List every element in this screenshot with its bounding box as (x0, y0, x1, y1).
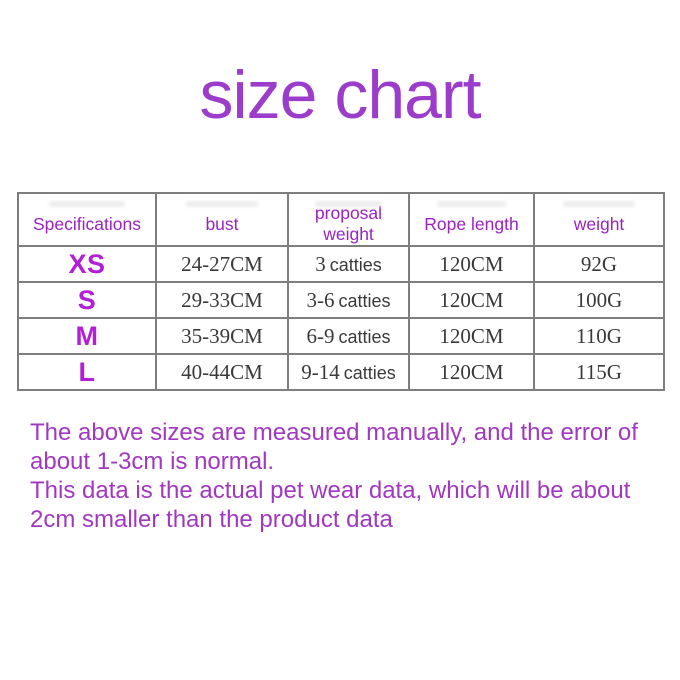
column-header-rope-length: Rope length (408, 192, 535, 247)
column-header-label: Specifications (33, 213, 141, 234)
column-header-bust: bust (155, 192, 289, 247)
proposal-weight-cell: 6-9 catties (287, 317, 410, 355)
size-label: L (78, 356, 96, 387)
weight-cell: 110G (533, 317, 665, 355)
size-cell: M (17, 317, 157, 355)
size-label: M (75, 320, 99, 351)
header-row: Specifications bust proposal weight Rope… (17, 192, 665, 247)
proposal-weight-cell: 3-6 catties (287, 281, 410, 319)
proposal-weight-unit: catties (329, 254, 382, 275)
erased-text-smudge (185, 201, 259, 207)
weight-cell: 100G (533, 281, 665, 319)
size-label: XS (68, 248, 106, 279)
column-header-label: proposal weight (314, 203, 383, 244)
table-row-m: M 35-39CM 6-9 catties 120CM 110G (17, 317, 665, 355)
column-header-proposal-weight: proposal weight (287, 192, 410, 247)
measurement-notes: The above sizes are measured manually, a… (30, 418, 660, 534)
note-line: about 1-3cm is normal. (30, 448, 275, 475)
proposal-weight-number: 6-9 (306, 323, 335, 348)
note-line: The above sizes are measured manually, a… (30, 419, 638, 446)
erased-text-smudge (563, 201, 635, 207)
rope-length-cell: 120CM (408, 317, 535, 355)
proposal-weight-unit: catties (338, 290, 391, 311)
size-cell: XS (17, 245, 157, 283)
column-header-label: weight (573, 213, 625, 234)
weight-cell: 115G (533, 353, 665, 391)
erased-text-smudge (437, 201, 506, 207)
size-chart-table: Specifications bust proposal weight Rope… (17, 192, 665, 391)
rope-length-cell: 120CM (408, 245, 535, 283)
erased-text-smudge (48, 201, 126, 207)
erased-text-smudge (315, 201, 382, 207)
proposal-weight-number: 3 (315, 251, 326, 276)
note-line: This data is the actual pet wear data, w… (30, 477, 631, 504)
table-row-l: L 40-44CM 9-14 catties 120CM 115G (17, 353, 665, 391)
size-cell: S (17, 281, 157, 319)
size-label: S (77, 284, 97, 315)
bust-cell: 29-33CM (155, 281, 289, 319)
rope-length-cell: 120CM (408, 281, 535, 319)
proposal-weight-number: 9-14 (301, 359, 340, 384)
proposal-weight-unit: catties (338, 326, 391, 347)
column-header-label: Rope length (424, 213, 519, 234)
page-title: size chart (199, 57, 482, 133)
proposal-weight-number: 3-6 (306, 287, 335, 312)
table-row-xs: XS 24-27CM 3 catties 120CM 92G (17, 245, 665, 283)
proposal-weight-cell: 9-14 catties (287, 353, 410, 391)
bust-cell: 35-39CM (155, 317, 289, 355)
bust-cell: 24-27CM (155, 245, 289, 283)
table-row-s: S 29-33CM 3-6 catties 120CM 100G (17, 281, 665, 319)
bust-cell: 40-44CM (155, 353, 289, 391)
proposal-weight-cell: 3 catties (287, 245, 410, 283)
column-header-weight: weight (533, 192, 665, 247)
column-header-specifications: Specifications (17, 192, 157, 247)
size-cell: L (17, 353, 157, 391)
weight-cell: 92G (533, 245, 665, 283)
column-header-label: bust (205, 213, 239, 234)
rope-length-cell: 120CM (408, 353, 535, 391)
note-line: 2cm smaller than the product data (30, 506, 393, 533)
proposal-weight-unit: catties (343, 362, 396, 383)
